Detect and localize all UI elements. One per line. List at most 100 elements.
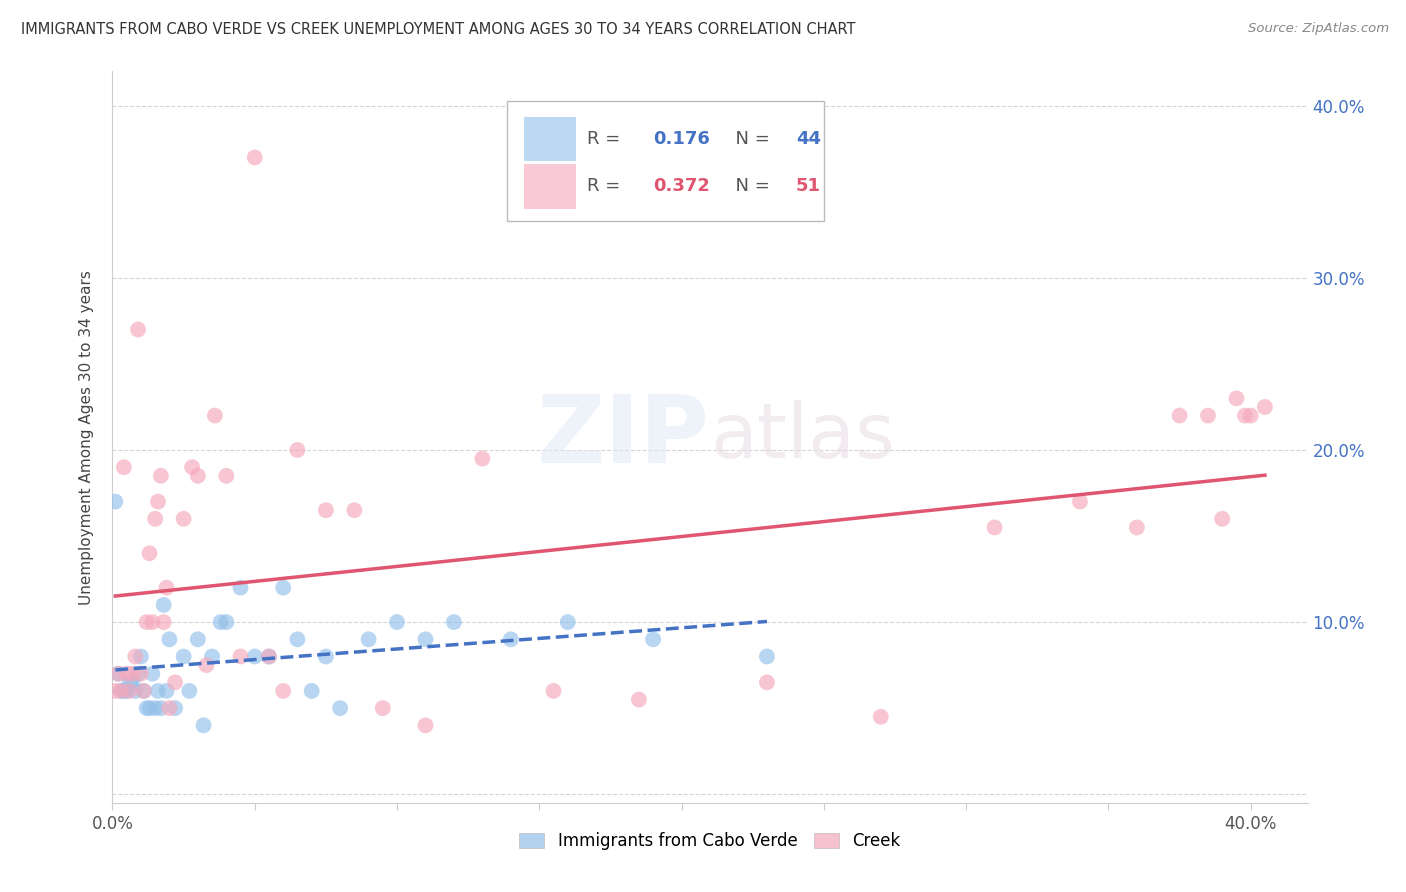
- Point: [201, 649, 224, 664]
- Point: [315, 649, 337, 664]
- Text: ZIP: ZIP: [537, 391, 710, 483]
- Point: [271, 684, 294, 698]
- Point: [357, 632, 380, 647]
- Text: N =: N =: [724, 178, 776, 195]
- Point: [141, 666, 163, 681]
- Text: R =: R =: [586, 129, 626, 148]
- Point: [287, 632, 309, 647]
- Point: [132, 684, 155, 698]
- Point: [271, 581, 294, 595]
- Point: [187, 468, 209, 483]
- Point: [243, 649, 266, 664]
- Text: 51: 51: [796, 178, 821, 195]
- Point: [627, 692, 650, 706]
- Point: [110, 684, 132, 698]
- Point: [343, 503, 366, 517]
- Point: [643, 632, 665, 647]
- Point: [983, 520, 1005, 534]
- Point: [557, 615, 579, 629]
- Point: [121, 675, 143, 690]
- Point: [127, 322, 149, 336]
- Point: [471, 451, 494, 466]
- Point: [143, 512, 166, 526]
- Point: [187, 632, 209, 647]
- Point: [121, 666, 143, 681]
- Point: [155, 581, 177, 595]
- Point: [124, 684, 146, 698]
- Text: 44: 44: [796, 129, 821, 148]
- Point: [149, 701, 172, 715]
- Point: [415, 632, 437, 647]
- Point: [243, 150, 266, 164]
- FancyBboxPatch shape: [523, 117, 576, 161]
- FancyBboxPatch shape: [508, 101, 824, 221]
- Point: [110, 684, 132, 698]
- Point: [229, 581, 252, 595]
- Point: [129, 666, 152, 681]
- Point: [869, 710, 891, 724]
- Point: [1197, 409, 1219, 423]
- Text: atlas: atlas: [710, 401, 894, 474]
- Point: [181, 460, 204, 475]
- Point: [138, 701, 160, 715]
- Point: [104, 684, 127, 698]
- Point: [1168, 409, 1191, 423]
- Point: [755, 675, 778, 690]
- Point: [118, 675, 141, 690]
- Point: [141, 615, 163, 629]
- Point: [204, 409, 226, 423]
- Point: [385, 615, 408, 629]
- Point: [149, 468, 172, 483]
- Point: [152, 598, 174, 612]
- Point: [1225, 392, 1247, 406]
- FancyBboxPatch shape: [523, 164, 576, 209]
- Point: [143, 701, 166, 715]
- Text: Source: ZipAtlas.com: Source: ZipAtlas.com: [1249, 22, 1389, 36]
- Point: [257, 649, 280, 664]
- Point: [135, 615, 157, 629]
- Point: [138, 546, 160, 560]
- Point: [146, 494, 169, 508]
- Point: [315, 503, 337, 517]
- Point: [499, 632, 522, 647]
- Point: [173, 512, 195, 526]
- Text: 0.372: 0.372: [652, 178, 710, 195]
- Point: [371, 701, 394, 715]
- Point: [301, 684, 323, 698]
- Point: [107, 666, 129, 681]
- Point: [118, 684, 141, 698]
- Point: [1233, 409, 1256, 423]
- Point: [129, 649, 152, 664]
- Point: [193, 718, 215, 732]
- Point: [195, 658, 218, 673]
- Legend: Immigrants from Cabo Verde, Creek: Immigrants from Cabo Verde, Creek: [513, 825, 907, 856]
- Point: [1211, 512, 1233, 526]
- Point: [543, 684, 565, 698]
- Point: [115, 684, 138, 698]
- Point: [215, 615, 238, 629]
- Point: [115, 666, 138, 681]
- Point: [1254, 400, 1277, 414]
- Point: [157, 701, 180, 715]
- Text: R =: R =: [586, 178, 626, 195]
- Point: [179, 684, 201, 698]
- Point: [152, 615, 174, 629]
- Point: [215, 468, 238, 483]
- Point: [209, 615, 232, 629]
- Point: [107, 666, 129, 681]
- Point: [443, 615, 465, 629]
- Point: [755, 649, 778, 664]
- Point: [257, 649, 280, 664]
- Y-axis label: Unemployment Among Ages 30 to 34 years: Unemployment Among Ages 30 to 34 years: [79, 269, 94, 605]
- Point: [127, 666, 149, 681]
- Point: [229, 649, 252, 664]
- Point: [1126, 520, 1149, 534]
- Text: IMMIGRANTS FROM CABO VERDE VS CREEK UNEMPLOYMENT AMONG AGES 30 TO 34 YEARS CORRE: IMMIGRANTS FROM CABO VERDE VS CREEK UNEM…: [21, 22, 856, 37]
- Point: [146, 684, 169, 698]
- Text: N =: N =: [724, 129, 776, 148]
- Point: [157, 632, 180, 647]
- Point: [104, 494, 127, 508]
- Point: [112, 460, 135, 475]
- Point: [112, 684, 135, 698]
- Point: [165, 675, 187, 690]
